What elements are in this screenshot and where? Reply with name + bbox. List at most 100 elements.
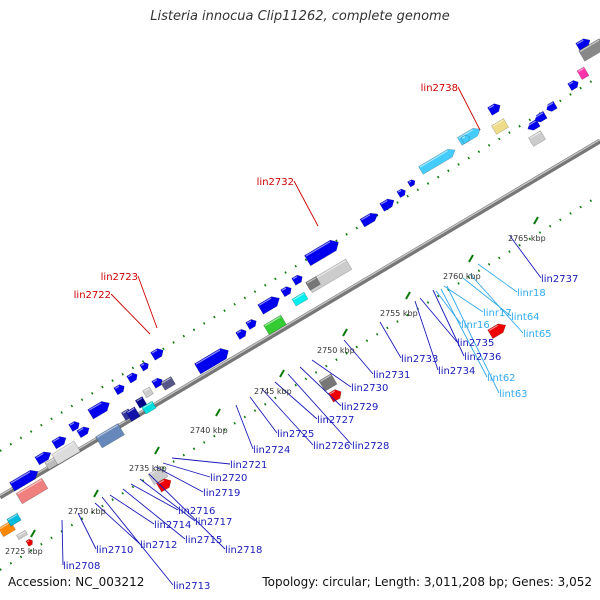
gene-feature	[245, 319, 257, 330]
genome-summary-text: Topology: circular; Length: 3,011,208 bp…	[262, 575, 592, 589]
gene-label: lint64	[511, 312, 540, 323]
gene-label: lin2718	[225, 545, 262, 556]
label-leader-line	[343, 339, 374, 375]
label-leader-line	[443, 285, 484, 313]
ruler-tick-mark	[533, 216, 539, 225]
gene-label: lin2730	[351, 383, 388, 394]
gene-label: lin2726	[313, 441, 350, 452]
gene-label: lin2734	[438, 366, 475, 377]
label-leader-line	[457, 86, 481, 131]
gene-feature	[134, 396, 148, 409]
gene-feature	[359, 212, 379, 228]
label-leader-line	[432, 289, 465, 357]
gene-feature	[9, 469, 39, 492]
gene-feature	[379, 198, 395, 212]
gene-label: lint65	[523, 329, 552, 340]
label-leader-line	[162, 462, 211, 478]
gene-feature	[51, 436, 67, 450]
label-leader-line	[249, 396, 278, 434]
label-leader-line	[311, 359, 352, 388]
gene-feature	[291, 291, 309, 307]
gene-label: lin2727	[317, 415, 354, 426]
gene-feature	[51, 440, 81, 466]
gene-feature	[291, 274, 303, 286]
gene-label: lint62	[487, 373, 516, 384]
gene-label: lin2708	[63, 561, 100, 572]
label-leader-line	[130, 483, 179, 511]
label-leader-line	[61, 519, 64, 566]
gene-feature	[235, 328, 247, 340]
label-leader-line	[235, 404, 254, 450]
ruler-tick-mark	[93, 489, 99, 498]
gene-label: lin2738	[421, 83, 458, 94]
label-leader-line	[148, 473, 226, 550]
gene-label: lin2725	[277, 429, 314, 440]
gene-label: lin2735	[457, 338, 494, 349]
gene-feature	[526, 119, 541, 131]
gene-feature	[567, 80, 579, 92]
gene-feature	[576, 66, 590, 81]
ruler-tick-label: 2760 kbp	[443, 272, 481, 281]
label-leader-line	[440, 288, 488, 378]
gene-label: lin2728	[352, 441, 389, 452]
gene-label: lin2714	[154, 520, 191, 531]
gene-feature	[125, 406, 141, 422]
gene-feature	[34, 451, 52, 466]
label-leader-line	[274, 381, 318, 420]
gene-feature	[280, 286, 292, 298]
gene-feature	[16, 529, 28, 541]
gene-feature	[304, 239, 339, 267]
label-leader-line	[94, 502, 141, 545]
label-leader-line	[139, 478, 196, 522]
gene-feature	[142, 386, 154, 399]
gene-label: lin2737	[541, 274, 578, 285]
gene-label: lin2719	[203, 488, 240, 499]
ruler-tick-mark	[405, 291, 411, 300]
gene-feature	[150, 348, 164, 361]
ruler-tick-label: 2725 kbp	[5, 547, 43, 556]
ruler-tick-label: 2765 kbp	[508, 234, 546, 243]
ruler-tick-mark	[30, 529, 36, 538]
gene-feature	[263, 314, 287, 336]
gene-feature	[68, 420, 80, 432]
gene-feature	[15, 477, 49, 505]
label-leader-line	[414, 300, 439, 371]
ruler-tick-label: 2745 kbp	[254, 387, 292, 396]
gene-feature	[160, 376, 176, 391]
gene-features	[0, 38, 600, 547]
label-leader-line	[446, 285, 500, 394]
gene-label: lin2732	[257, 177, 294, 188]
gene-label: lin2729	[341, 402, 378, 413]
label-leader-line	[171, 457, 231, 465]
gene-feature	[407, 179, 416, 188]
ruler-tick-label: 2735 kbp	[129, 464, 167, 473]
gene-feature	[305, 276, 321, 291]
label-leaders	[61, 86, 542, 586]
label-leader-line	[509, 235, 542, 279]
gene-feature	[327, 389, 342, 403]
guide-tracks	[0, 75, 600, 571]
gene-feature	[491, 118, 509, 135]
gene-feature	[257, 296, 280, 315]
gene-label: lin2736	[464, 352, 501, 363]
ruler-tick-mark	[342, 328, 348, 337]
ruler-tick-mark	[279, 369, 285, 378]
gene-label: lin2720	[210, 473, 247, 484]
gene-label: lin2710	[96, 545, 133, 556]
label-leader-line	[77, 512, 97, 550]
ruler-ticks: 2725 kbp 2730 kbp 2735 kbp 2740 kbp 2745 kbp…	[5, 216, 546, 556]
gene-feature	[113, 384, 125, 396]
gene-feature	[533, 110, 548, 123]
label-leader-line	[110, 293, 151, 335]
gene-feature	[25, 538, 33, 547]
gene-feature	[545, 100, 558, 112]
map-title: Listeria innocua Clip11262, complete gen…	[150, 9, 450, 24]
ruler-tick-label: 2740 kbp	[190, 426, 228, 435]
gene-feature	[575, 38, 591, 52]
ruler-tick-label: 2755 kbp	[380, 309, 418, 318]
label-leader-line	[469, 273, 524, 334]
gene-labels: lin2722 lin2723 lin2732 lin2738 lin2708 lin27…	[63, 83, 578, 592]
gene-feature	[141, 400, 157, 415]
gene-feature	[87, 401, 110, 420]
